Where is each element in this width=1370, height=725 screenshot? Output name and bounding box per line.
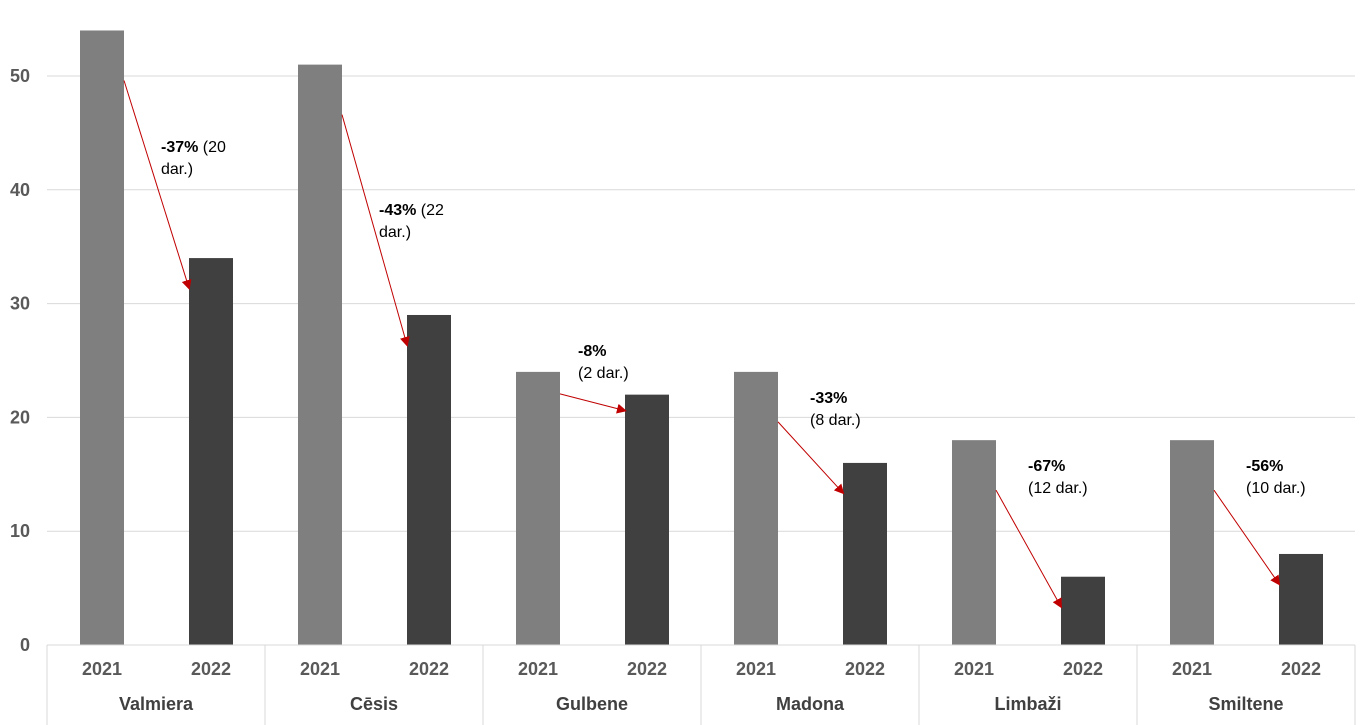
x-category-label: Gulbene [556, 694, 628, 714]
bar-2022 [189, 258, 233, 645]
x-year-label: 2021 [300, 659, 340, 679]
x-year-label: 2022 [1281, 659, 1321, 679]
y-tick-label: 30 [10, 294, 30, 314]
y-tick-label: 10 [10, 521, 30, 541]
change-arrow [559, 393, 627, 414]
annotation-label: -37% (20 [161, 139, 226, 156]
change-arrow [777, 421, 845, 495]
x-year-label: 2022 [845, 659, 885, 679]
y-tick-label: 50 [10, 66, 30, 86]
annotation-label: -67% [1028, 458, 1065, 475]
annotation-label: -8% [578, 343, 606, 360]
annotation-detail-line: (12 dar.) [1028, 480, 1088, 497]
annotation-detail-line: dar.) [379, 224, 411, 241]
bar-2021 [516, 371, 560, 645]
bar-2022 [407, 314, 451, 645]
bar-2022 [843, 462, 887, 645]
change-arrow [1213, 489, 1281, 586]
bars [80, 30, 1323, 646]
bar-2021 [1170, 440, 1214, 645]
x-year-label: 2021 [736, 659, 776, 679]
annotation-pct: -67% [1028, 458, 1065, 475]
change-arrow [995, 489, 1062, 609]
gridlines [47, 75, 1355, 532]
y-axis: 0 10 20 30 40 50 [10, 66, 30, 655]
annotation-detail-line: (8 dar.) [810, 412, 861, 429]
bar-2021 [298, 64, 342, 646]
annotation-pct: -56% [1246, 458, 1283, 475]
bar-2021 [80, 30, 124, 646]
y-tick-label: 40 [10, 180, 30, 200]
x-year-label: 2022 [409, 659, 449, 679]
annotation-detail-line: (10 dar.) [1246, 480, 1306, 497]
annotation-detail: (20 [198, 139, 226, 156]
y-tick-label: 20 [10, 407, 30, 427]
bar-2021 [952, 440, 996, 645]
x-category-label: Limbaži [994, 694, 1061, 714]
change-arrow [341, 114, 410, 347]
x-axis: 2021 2022 Valmiera 2021 2022 Cēsis 2021 2022 Gul… [46, 644, 1356, 725]
annotation-label: -56% [1246, 458, 1283, 475]
bar-2022 [1279, 553, 1323, 645]
annotation-pct: -37% [161, 139, 198, 156]
annotation-label: -43% (22 [379, 202, 444, 219]
annotations: -37% (20 dar.) -43% (22 dar.) -8% (2 dar.) -33… [123, 80, 1306, 609]
change-arrow [123, 80, 192, 290]
x-year-label: 2021 [518, 659, 558, 679]
annotation-detail-line: (2 dar.) [578, 365, 629, 382]
x-year-label: 2021 [1172, 659, 1212, 679]
x-category-label: Cēsis [350, 694, 398, 714]
x-year-label: 2021 [954, 659, 994, 679]
x-category-label: Madona [776, 694, 845, 714]
bar-2022 [625, 394, 669, 645]
annotation-pct: -8% [578, 343, 606, 360]
x-category-label: Valmiera [119, 694, 194, 714]
x-year-label: 2022 [627, 659, 667, 679]
x-year-label: 2022 [1063, 659, 1103, 679]
y-tick-label: 0 [20, 635, 30, 655]
bar-2021 [734, 371, 778, 645]
annotation-detail: (22 [416, 202, 444, 219]
bar-2022 [1061, 576, 1105, 645]
annotation-detail-line: dar.) [161, 161, 193, 178]
annotation-pct: -43% [379, 202, 416, 219]
x-category-label: Smiltene [1208, 694, 1283, 714]
x-year-label: 2021 [82, 659, 122, 679]
annotation-pct: -33% [810, 390, 847, 407]
x-year-label: 2022 [191, 659, 231, 679]
annotation-label: -33% [810, 390, 847, 407]
